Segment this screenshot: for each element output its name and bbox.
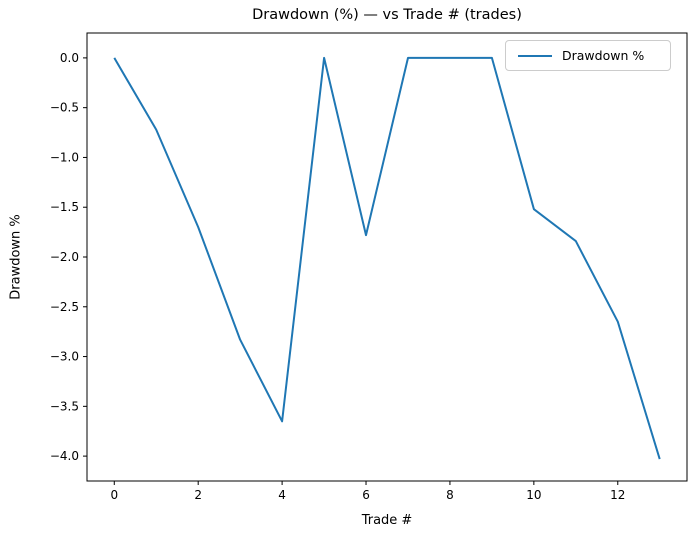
- legend: Drawdown %: [505, 40, 671, 71]
- y-tick-label: −4.0: [50, 449, 79, 463]
- drawdown-line-series: [113, 56, 661, 460]
- x-tick-label: 0: [110, 488, 118, 502]
- legend-line-sample-icon: [518, 54, 552, 57]
- y-tick-label: 0.0: [60, 51, 79, 65]
- x-tick-label: 2: [194, 488, 202, 502]
- x-tick-label: 4: [278, 488, 286, 502]
- y-axis-ticks: 0.0 −0.5 −1.0 −1.5 −2.0 −2.5 −3.0 −3.5 −4.0: [50, 51, 87, 463]
- x-axis-label: Trade #: [361, 513, 413, 528]
- x-tick-label: 12: [610, 488, 625, 502]
- y-tick-label: −2.0: [50, 250, 79, 264]
- chart-title: Drawdown (%) — vs Trade # (trades): [252, 7, 522, 23]
- legend-entry-label: Drawdown %: [562, 48, 645, 63]
- y-tick-label: −1.5: [50, 200, 79, 214]
- x-tick-label: 6: [362, 488, 370, 502]
- y-tick-label: −3.0: [50, 350, 79, 364]
- x-tick-label: 8: [446, 488, 454, 502]
- plot-area-border: [86, 32, 688, 482]
- x-axis-ticks: 0 2 4 6 8 10 12: [110, 481, 625, 502]
- y-tick-label: −2.5: [50, 300, 79, 314]
- y-tick-label: −1.0: [50, 150, 79, 164]
- y-axis-label: Drawdown %: [8, 214, 24, 300]
- y-tick-label: −3.5: [50, 399, 79, 413]
- x-tick-label: 10: [526, 488, 541, 502]
- y-tick-label: −0.5: [50, 101, 79, 115]
